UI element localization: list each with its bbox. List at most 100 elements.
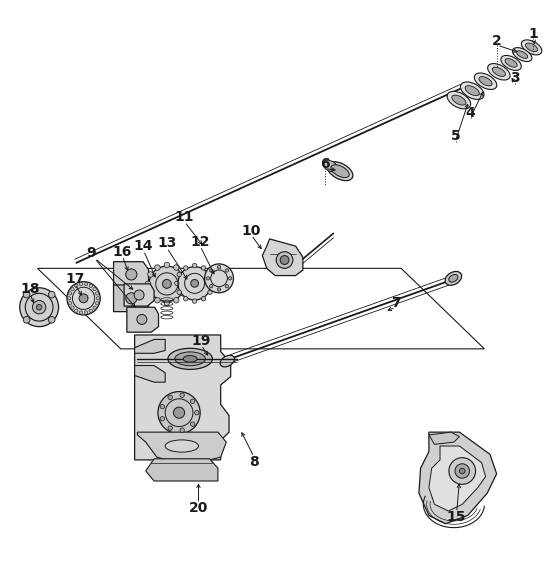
Polygon shape [134,365,165,382]
Text: 6: 6 [320,157,329,171]
Circle shape [160,404,165,409]
Ellipse shape [445,271,461,285]
Circle shape [205,264,233,293]
Polygon shape [124,284,154,306]
Circle shape [68,302,71,305]
Polygon shape [146,459,218,481]
Circle shape [68,292,71,295]
Circle shape [206,276,210,280]
Circle shape [177,290,181,295]
Text: 20: 20 [189,501,208,515]
Circle shape [174,298,179,303]
Text: 14: 14 [134,239,153,253]
Ellipse shape [447,91,470,109]
Polygon shape [262,239,303,275]
Circle shape [49,291,55,298]
Ellipse shape [183,356,197,362]
Text: 7: 7 [391,296,401,310]
Circle shape [84,311,88,314]
Ellipse shape [501,55,521,71]
Ellipse shape [521,40,542,55]
Circle shape [180,428,184,433]
Polygon shape [113,262,148,288]
Text: 17: 17 [65,272,84,287]
Text: 5: 5 [451,129,460,143]
Circle shape [209,284,213,288]
Circle shape [137,315,147,324]
Circle shape [158,392,200,434]
Circle shape [84,283,88,286]
Circle shape [134,290,144,300]
Circle shape [180,393,184,397]
Circle shape [75,309,78,312]
Circle shape [89,309,93,312]
Circle shape [449,458,475,484]
Ellipse shape [168,348,213,369]
Ellipse shape [165,440,199,452]
Text: 12: 12 [190,235,210,249]
Ellipse shape [452,95,466,105]
Circle shape [209,269,213,272]
Text: 3: 3 [510,71,520,86]
Circle shape [71,287,74,291]
Text: 4: 4 [466,106,475,120]
Text: 1: 1 [528,27,538,41]
Polygon shape [113,285,148,312]
Circle shape [225,284,229,288]
Text: 10: 10 [242,223,261,238]
Ellipse shape [517,51,528,58]
Circle shape [184,296,188,301]
Ellipse shape [449,275,458,282]
Circle shape [174,265,179,270]
Text: 19: 19 [191,333,211,348]
Ellipse shape [323,160,338,172]
Circle shape [160,417,165,421]
Circle shape [201,266,206,270]
Circle shape [155,298,160,303]
Circle shape [145,281,151,287]
Polygon shape [134,335,230,460]
Circle shape [180,291,186,296]
Circle shape [195,410,199,415]
Circle shape [183,281,189,287]
Circle shape [175,281,179,286]
Ellipse shape [460,82,484,99]
Polygon shape [419,432,497,524]
Text: 13: 13 [157,237,176,250]
Text: 11: 11 [175,210,194,224]
Circle shape [126,269,137,280]
Circle shape [174,407,185,418]
Circle shape [280,255,289,264]
Circle shape [95,302,99,305]
Text: 9: 9 [86,246,96,260]
Ellipse shape [505,59,517,67]
Circle shape [164,262,170,268]
Ellipse shape [512,48,532,62]
Ellipse shape [492,67,506,76]
Circle shape [208,272,212,276]
Circle shape [193,299,197,303]
Text: 16: 16 [113,245,132,259]
Ellipse shape [474,73,497,89]
Ellipse shape [488,64,510,80]
Circle shape [178,267,211,300]
Circle shape [67,282,100,315]
Circle shape [155,265,160,270]
Circle shape [93,306,97,310]
Circle shape [148,291,153,296]
Text: 8: 8 [249,454,259,469]
Ellipse shape [479,76,492,86]
Circle shape [210,281,215,286]
Circle shape [71,306,74,310]
Ellipse shape [526,43,538,52]
Circle shape [162,279,171,288]
Circle shape [20,288,59,327]
Circle shape [218,266,221,269]
Polygon shape [127,307,158,332]
Circle shape [228,276,232,280]
Circle shape [276,252,293,268]
Ellipse shape [175,352,205,366]
Circle shape [168,426,172,430]
Circle shape [148,272,153,277]
Circle shape [177,272,181,276]
